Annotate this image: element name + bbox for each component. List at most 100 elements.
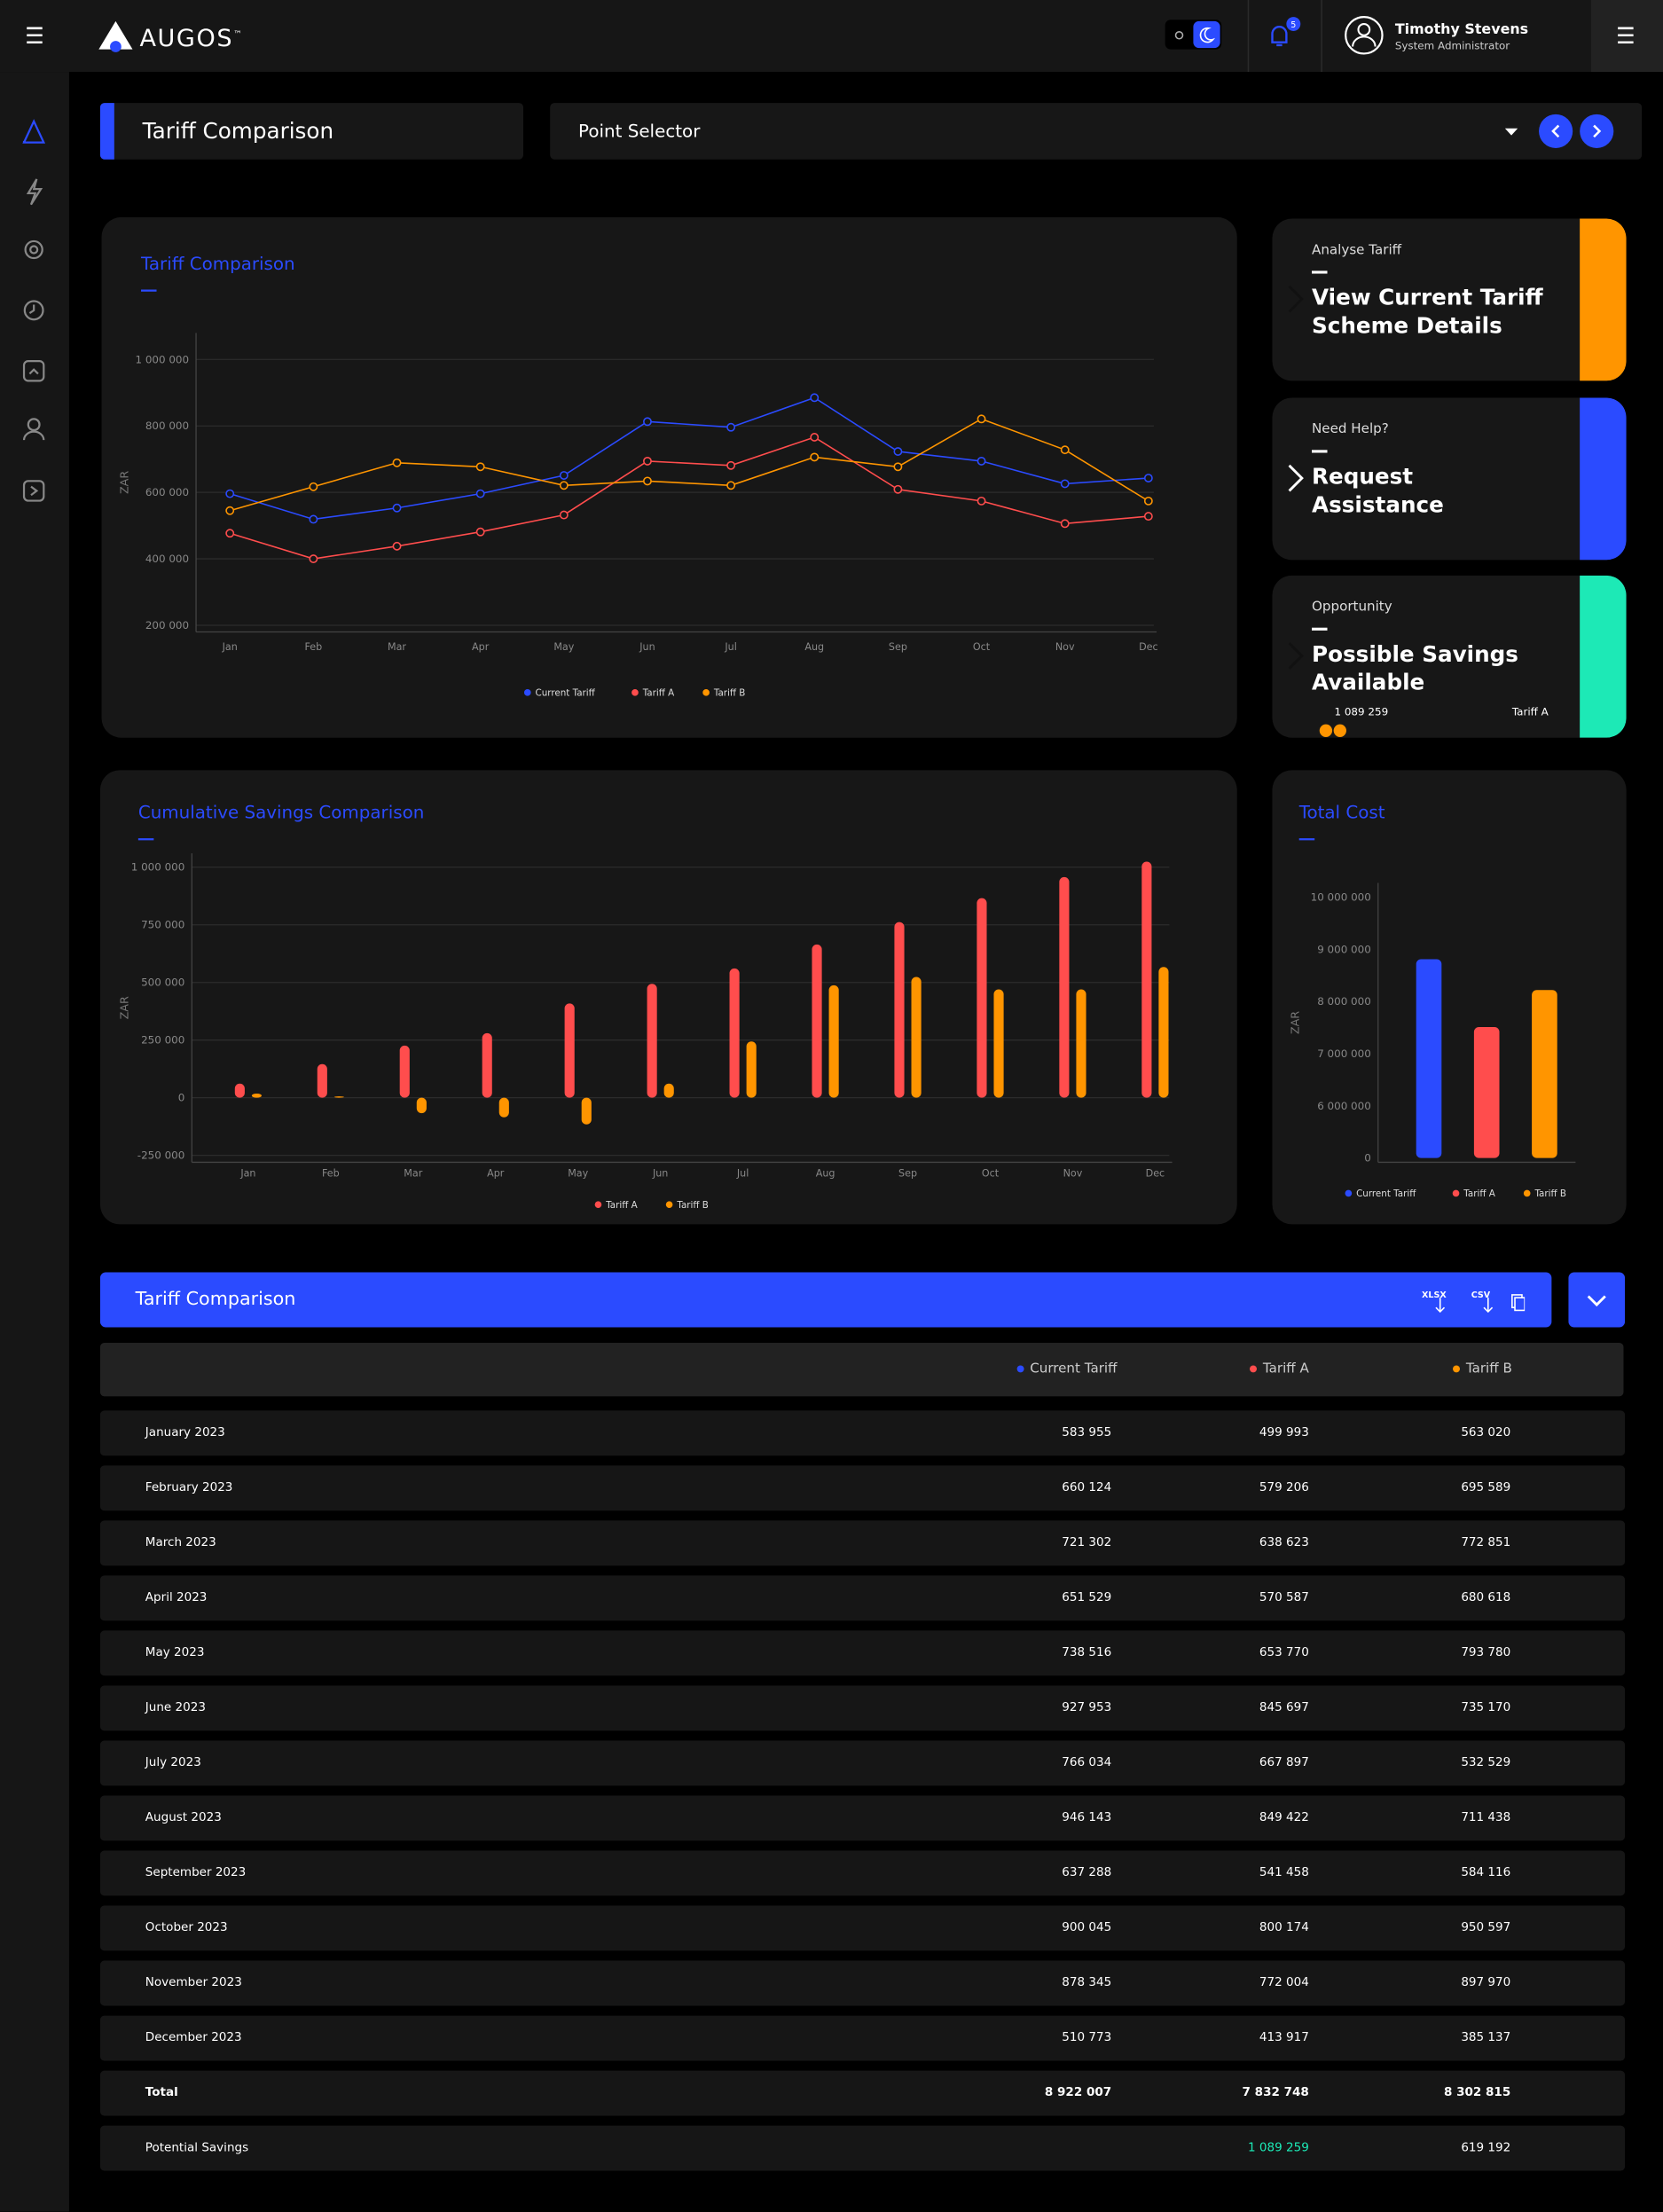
y-tick-label: 600 000 bbox=[145, 486, 189, 498]
data-point bbox=[309, 482, 318, 491]
prev-button[interactable] bbox=[1539, 114, 1573, 148]
x-tick-label: Jun bbox=[652, 1167, 668, 1179]
home-icon[interactable] bbox=[22, 119, 46, 144]
export-xlsx[interactable]: XLSX bbox=[1422, 1290, 1447, 1301]
export-icons bbox=[1435, 1294, 1526, 1314]
dropdown-caret[interactable] bbox=[1504, 128, 1518, 136]
logout-icon[interactable] bbox=[22, 480, 45, 502]
action-card[interactable]: Analyse Tariff View Current Tariff Scheme… bbox=[1272, 218, 1627, 381]
x-tick-label: Feb bbox=[322, 1167, 340, 1179]
cell-value: 8 302 815 bbox=[1443, 2086, 1511, 2101]
box-icon[interactable] bbox=[22, 360, 45, 382]
data-point bbox=[225, 506, 235, 515]
legend-marker bbox=[631, 689, 639, 696]
x-tick-label: Oct bbox=[973, 641, 991, 653]
data-point bbox=[810, 393, 820, 403]
export-csv[interactable]: CSV bbox=[1471, 1290, 1491, 1301]
series-line bbox=[230, 418, 1149, 512]
cell-value: 766 034 bbox=[1062, 1755, 1112, 1770]
legend-marker bbox=[1452, 1189, 1460, 1197]
card-chevron[interactable] bbox=[1272, 397, 1318, 560]
point-selector[interactable]: Point Selector bbox=[550, 103, 1643, 160]
y-tick-label: 800 000 bbox=[145, 420, 189, 432]
x-tick-label: Oct bbox=[982, 1167, 1000, 1179]
card-chevron[interactable] bbox=[1272, 576, 1318, 738]
icon-dot bbox=[1319, 724, 1333, 737]
sidebar bbox=[0, 72, 69, 2212]
column-header: Current Tariff bbox=[835, 1343, 1118, 1396]
data-point bbox=[392, 503, 402, 513]
series-line bbox=[229, 396, 1149, 521]
card-accent bbox=[1580, 575, 1627, 738]
data-point bbox=[1143, 512, 1153, 522]
x-tick-label: Nov bbox=[1063, 1167, 1083, 1179]
next-button[interactable] bbox=[1580, 114, 1614, 148]
avatar[interactable] bbox=[1345, 15, 1384, 55]
card-title: Possible Savings Available bbox=[1312, 641, 1518, 696]
action-card[interactable]: Opportunity Possible Savings Available 1 0… bbox=[1272, 575, 1627, 738]
legend-marker bbox=[665, 1201, 673, 1208]
table-row: May 2023 738 516 653 770 793 780 bbox=[99, 1630, 1626, 1676]
title-accent bbox=[99, 103, 114, 160]
card-label: Opportunity bbox=[1312, 599, 1392, 616]
cell-value: 619 192 bbox=[1461, 2141, 1511, 2156]
legend-marker bbox=[594, 1201, 602, 1208]
history-icon[interactable] bbox=[23, 300, 44, 321]
brand: AUGOS™ bbox=[139, 20, 243, 54]
savings-value: 1 089 259 bbox=[1334, 705, 1389, 718]
legend-label: Current Tariff bbox=[536, 688, 596, 699]
settings-icon[interactable] bbox=[24, 239, 43, 260]
data-point bbox=[643, 456, 652, 466]
column-name: Tariff A bbox=[1262, 1361, 1309, 1377]
cell-value: 695 589 bbox=[1461, 1480, 1511, 1495]
x-tick-label: Feb bbox=[305, 641, 323, 653]
data-point bbox=[559, 471, 569, 480]
data-point bbox=[225, 529, 235, 538]
y-tick-label: 7 000 000 bbox=[1317, 1047, 1371, 1060]
data-point bbox=[893, 462, 903, 472]
series-line bbox=[229, 436, 1149, 560]
light-mode-icon[interactable] bbox=[1174, 30, 1184, 40]
bar bbox=[663, 1083, 674, 1098]
table-row: November 2023 878 345 772 004 897 970 bbox=[99, 1960, 1626, 2006]
y-axis-title: ZAR bbox=[1289, 1011, 1302, 1034]
cell-value: 900 045 bbox=[1062, 1921, 1112, 1935]
bar bbox=[1158, 967, 1169, 1098]
table-row: December 2023 510 773 413 917 385 137 bbox=[99, 2015, 1626, 2061]
bell-icon[interactable] bbox=[1271, 26, 1288, 47]
menu-icon[interactable] bbox=[27, 27, 43, 43]
chart-title: Tariff Comparison bbox=[140, 254, 295, 274]
table-row: March 2023 721 302 638 623 772 851 bbox=[99, 1520, 1626, 1566]
table-toggle[interactable] bbox=[1568, 1272, 1626, 1328]
bar bbox=[1059, 876, 1070, 1098]
column-header: Tariff B bbox=[1230, 1343, 1512, 1396]
cell-value: 413 917 bbox=[1259, 2031, 1309, 2045]
legend-marker bbox=[1523, 1189, 1531, 1197]
dark-mode-button[interactable] bbox=[1193, 20, 1220, 49]
bar bbox=[1416, 959, 1442, 1158]
brand-name: AUGOS bbox=[139, 25, 234, 53]
data-point bbox=[726, 460, 736, 470]
card-accent bbox=[1580, 397, 1627, 561]
chevron bbox=[1288, 464, 1304, 492]
user-icon[interactable] bbox=[27, 418, 41, 432]
row-label: October 2023 bbox=[145, 1921, 228, 1935]
card-chevron[interactable] bbox=[1272, 219, 1318, 381]
column-dot bbox=[1016, 1365, 1024, 1373]
action-card[interactable]: Need Help? Request Assistance bbox=[1272, 397, 1627, 561]
x-tick-label: Apr bbox=[487, 1167, 505, 1179]
legend-label: Tariff B bbox=[676, 1200, 709, 1211]
y-axis-title: ZAR bbox=[118, 471, 131, 494]
tariff-icon bbox=[1333, 724, 1346, 737]
row-label: Total bbox=[145, 2086, 178, 2101]
cell-value: 579 206 bbox=[1259, 1480, 1309, 1495]
y-tick-label: -250 000 bbox=[137, 1149, 185, 1162]
x-tick-label: May bbox=[568, 1167, 588, 1179]
energy-icon[interactable] bbox=[26, 178, 43, 206]
cell-value: 738 516 bbox=[1062, 1645, 1112, 1660]
y-tick-label: 9 000 000 bbox=[1317, 943, 1371, 955]
table-row: October 2023 900 045 800 174 950 597 bbox=[99, 1905, 1626, 1951]
y-tick-label: 1 000 000 bbox=[131, 861, 185, 874]
x-tick-label: Jan bbox=[222, 641, 238, 653]
x-tick-label: Mar bbox=[404, 1167, 422, 1179]
